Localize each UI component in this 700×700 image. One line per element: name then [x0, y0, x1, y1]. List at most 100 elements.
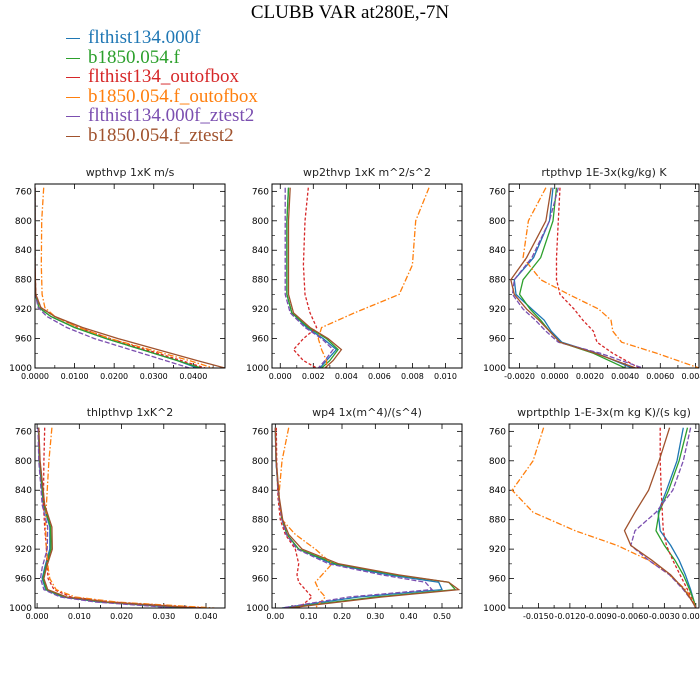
y-tick-label: 960: [489, 575, 506, 585]
series-line: [35, 187, 190, 368]
series-line: [35, 187, 225, 368]
y-tick-label: 920: [489, 305, 506, 315]
y-tick-label: 840: [489, 486, 506, 496]
series-line: [286, 187, 339, 368]
legend-item: flthist134_outofbox: [66, 67, 258, 87]
page-title: CLUBB VAR at280E,-7N: [250, 2, 450, 23]
legend-item: b1850.054.f: [66, 47, 258, 68]
legend-swatch: [66, 77, 80, 79]
series-line: [511, 187, 643, 368]
legend: flthist134.000f b1850.054.f flthist134_o…: [66, 28, 258, 145]
x-tick-label: 0.010: [434, 372, 457, 381]
x-tick-label: 0.0400: [179, 372, 207, 381]
series-line: [275, 427, 313, 608]
series-line: [513, 187, 633, 368]
y-tick-label: 960: [15, 575, 32, 585]
x-tick-label: -0.0060: [617, 612, 648, 621]
y-tick-label: 840: [489, 246, 506, 256]
y-tick-label: 920: [252, 545, 269, 555]
y-tick-label: 960: [15, 335, 32, 345]
y-tick-label: 920: [15, 545, 32, 555]
y-tick-label: 800: [489, 457, 506, 467]
x-tick-label: 0.00: [266, 612, 284, 621]
panel-title: wpthvp 1xK m/s: [86, 166, 175, 179]
x-tick-label: -0.0030: [649, 612, 680, 621]
y-tick-label: 760: [252, 427, 269, 437]
y-tick-label: 880: [252, 516, 269, 526]
x-tick-label: 0.020: [110, 612, 133, 621]
y-tick-label: 880: [489, 516, 506, 526]
x-tick-label: 0.40: [400, 612, 418, 621]
panel-frame: [508, 423, 700, 609]
y-tick-label: 800: [252, 457, 269, 467]
y-tick-label: 1000: [9, 364, 32, 374]
y-tick-label: 760: [489, 187, 506, 197]
y-tick-label: 880: [15, 276, 32, 286]
y-tick-label: 1000: [9, 604, 32, 614]
series-line: [510, 187, 636, 368]
series-line: [35, 187, 206, 368]
panel-title: rtpthvp 1E-3x(kg/kg) K: [541, 166, 667, 179]
x-tick-label: 0.002: [302, 372, 325, 381]
x-tick-label: -0.0090: [586, 612, 617, 621]
series-line: [40, 187, 214, 368]
x-tick-label: 0.0300: [140, 372, 168, 381]
legend-label: flthist134.000f_ztest2: [88, 105, 255, 126]
y-tick-label: 1000: [246, 604, 269, 614]
y-tick-label: 840: [252, 486, 269, 496]
panel-title: wp2thvp 1xK m^2/s^2: [303, 166, 431, 179]
x-tick-label: 0.000: [269, 372, 292, 381]
x-tick-label: 0.010: [68, 612, 91, 621]
x-tick-label: 0.000: [26, 612, 49, 621]
series-line: [274, 427, 443, 608]
y-tick-label: 800: [489, 217, 506, 227]
legend-swatch: [66, 96, 80, 98]
legend-swatch: [66, 116, 80, 118]
x-tick-label: 0.50: [433, 612, 451, 621]
panel-frame: [508, 183, 700, 369]
series-line: [511, 427, 697, 608]
y-tick-label: 880: [15, 516, 32, 526]
series-line: [35, 187, 198, 368]
x-tick-label: -0.0020: [504, 372, 535, 381]
panel-frame: [34, 423, 226, 609]
y-tick-label: 1000: [246, 364, 269, 374]
x-tick-label: 0.0000: [682, 612, 700, 621]
y-tick-label: 760: [252, 187, 269, 197]
y-tick-label: 880: [252, 276, 269, 286]
x-tick-label: 0.10: [300, 612, 318, 621]
legend-item: flthist134.000f_ztest2: [66, 106, 258, 126]
legend-label: b1850.054.f_ztest2: [88, 124, 234, 146]
series-line: [555, 187, 640, 368]
series-line: [655, 427, 697, 608]
y-tick-label: 800: [15, 217, 32, 227]
series-line: [274, 427, 461, 608]
legend-swatch: [66, 57, 80, 59]
legend-item: b1850.054.f_outofbox: [66, 86, 258, 107]
x-tick-label: 0.040: [195, 612, 218, 621]
y-tick-label: 1000: [483, 364, 506, 374]
legend-item: b1850.054.f_ztest2: [66, 124, 258, 146]
x-tick-label: 0.008: [401, 372, 424, 381]
series-line: [44, 427, 215, 608]
x-tick-label: 0.004: [335, 372, 358, 381]
panel-frame: [271, 423, 463, 609]
x-tick-label: 0.006: [368, 372, 391, 381]
y-tick-label: 840: [252, 246, 269, 256]
series-line: [522, 187, 699, 368]
y-tick-label: 920: [15, 305, 32, 315]
series-line: [292, 187, 318, 368]
series-line: [35, 187, 202, 368]
y-tick-label: 920: [252, 305, 269, 315]
y-tick-label: 920: [489, 545, 506, 555]
x-tick-label: 0.0040: [611, 372, 639, 381]
series-line: [37, 427, 177, 608]
series-line: [518, 187, 626, 368]
y-tick-label: 840: [15, 486, 32, 496]
legend-label: flthist134_outofbox: [88, 66, 239, 87]
y-tick-label: 760: [15, 427, 32, 437]
series-line: [274, 427, 434, 608]
y-tick-label: 960: [252, 335, 269, 345]
series-line: [37, 427, 194, 608]
